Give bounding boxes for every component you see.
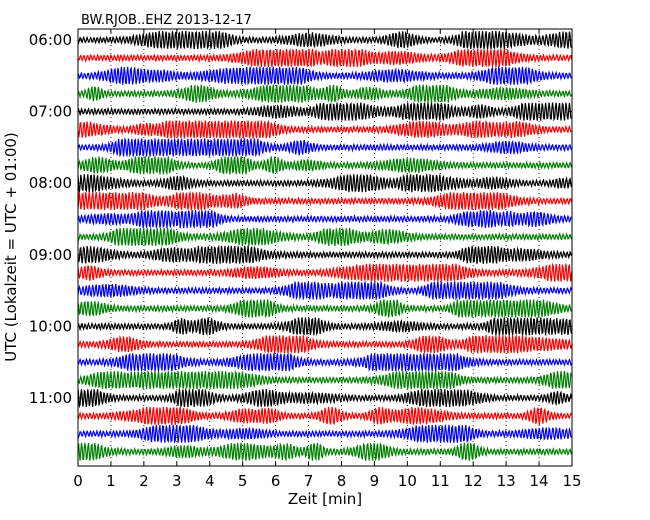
- x-tick-label: 9: [370, 472, 380, 490]
- x-tick-label: 1: [106, 472, 116, 490]
- trace-0630: [77, 65, 573, 86]
- y-axis-label: UTC (Lokalzeit = UTC + 01:00): [2, 132, 20, 362]
- trace-1045: [77, 369, 573, 391]
- trace-1000: [77, 316, 573, 337]
- x-tick-label: 13: [497, 472, 516, 490]
- trace-1130: [77, 424, 573, 444]
- trace-1030: [77, 352, 573, 373]
- x-tick-label: 10: [398, 472, 417, 490]
- y-tick-label: 08:00: [29, 174, 72, 192]
- trace-0915: [77, 262, 573, 283]
- trace-0945: [77, 298, 573, 319]
- x-tick-label: 5: [238, 472, 248, 490]
- trace-0615: [77, 47, 573, 68]
- seismic-traces: [77, 30, 573, 462]
- trace-0830: [77, 209, 572, 230]
- y-tick-label: 09:00: [29, 246, 72, 264]
- y-tick-label: 06:00: [29, 31, 72, 49]
- trace-1100: [77, 387, 573, 409]
- trace-0845: [77, 227, 573, 247]
- x-tick-label: 12: [464, 472, 483, 490]
- trace-0730: [77, 137, 573, 158]
- x-tick-label: 3: [172, 472, 182, 490]
- plot-frame: [77, 28, 573, 467]
- x-tick-label: 2: [139, 472, 149, 490]
- trace-0645: [77, 84, 572, 104]
- chart-title: BW.RJOB..EHZ 2013-12-17: [81, 13, 252, 28]
- x-tick-label: 7: [304, 472, 314, 490]
- x-tick-label: 4: [205, 472, 215, 490]
- y-tick-label: 07:00: [29, 103, 72, 121]
- x-tick-label: 0: [73, 472, 83, 490]
- trace-1145: [77, 441, 573, 462]
- y-axis-ticks: 06:00 07:00 08:00 09:00 10:00 11:00: [29, 31, 572, 407]
- trace-0800: [77, 173, 573, 193]
- trace-0745: [77, 156, 573, 176]
- trace-1015: [78, 333, 573, 354]
- plot-background: [78, 29, 572, 466]
- x-axis-label: Zeit [min]: [288, 490, 362, 508]
- trace-0900: [77, 244, 573, 264]
- x-tick-label: 6: [271, 472, 281, 490]
- trace-0715: [77, 119, 572, 140]
- x-tick-label: 14: [530, 472, 549, 490]
- x-tick-label: 8: [337, 472, 347, 490]
- trace-0700: [77, 101, 572, 122]
- x-axis-ticks: 0 1 2 3 4 5 6 7 8 9 10 11 12 13 14 15: [73, 29, 582, 490]
- y-tick-label: 10:00: [29, 317, 72, 335]
- x-tick-label: 15: [562, 472, 581, 490]
- y-tick-label: 11:00: [29, 389, 72, 407]
- trace-0930: [77, 280, 573, 301]
- trace-0600: [77, 30, 573, 50]
- trace-1115: [77, 405, 573, 427]
- trace-0815: [77, 190, 573, 211]
- x-tick-label: 11: [431, 472, 450, 490]
